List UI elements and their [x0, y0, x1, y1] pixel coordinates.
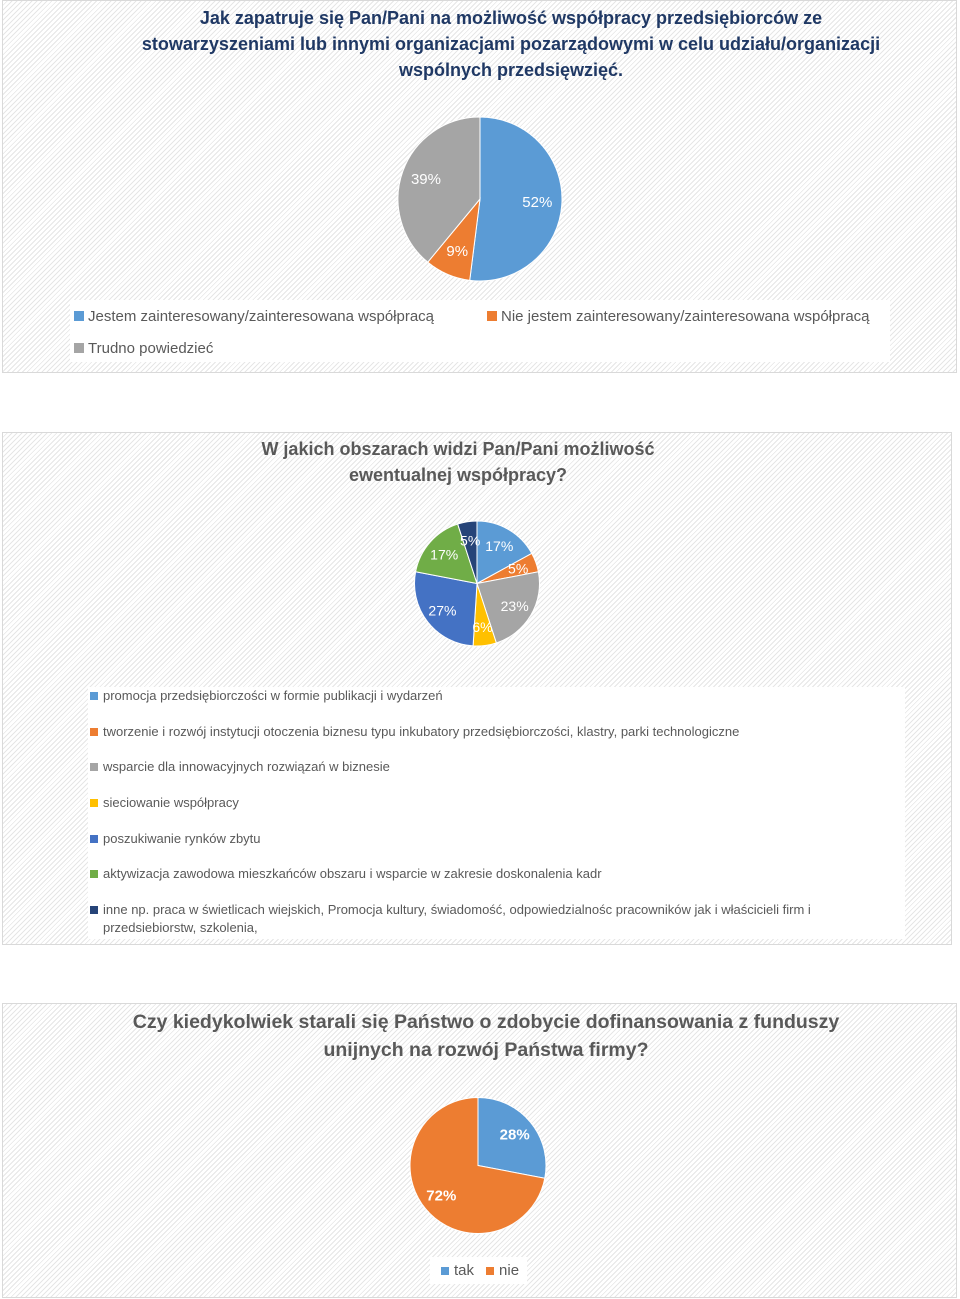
legend-item: sieciowanie współpracy	[90, 794, 897, 812]
pie-chart: 52% 9% 39%	[397, 116, 563, 282]
legend-item: wsparcie dla innowacyjnych rozwiązań w b…	[90, 758, 897, 776]
pie-slice-7	[457, 520, 478, 584]
data-label: 39%	[411, 171, 441, 188]
chart-panel-cooperation-areas: W jakich obszarach widzi Pan/Pani możliw…	[2, 432, 952, 945]
chart-legend: tak nie	[430, 1257, 527, 1284]
legend-item: aktywizacja zawodowa mieszkańców obszaru…	[90, 865, 897, 883]
chart-panel-cooperation-attitude: Jak zapatruje się Pan/Pani na możliwość …	[2, 0, 957, 373]
pie-slice-3	[397, 116, 481, 263]
pie-slice-2	[409, 1096, 546, 1234]
data-label: 17%	[485, 538, 513, 554]
legend-swatch	[90, 727, 98, 736]
legend-label: aktywizacja zawodowa mieszkańców obszaru…	[103, 866, 602, 882]
data-label: 52%	[522, 194, 552, 211]
pie-chart: 28% 72%	[409, 1096, 547, 1234]
legend-swatch	[74, 343, 84, 353]
legend-swatch	[90, 834, 98, 843]
data-label: 6%	[472, 619, 492, 635]
chart-title: Jak zapatruje się Pan/Pani na możliwość …	[141, 8, 881, 80]
legend-label: Nie jestem zainteresowany/zainteresowana…	[501, 307, 870, 325]
legend-swatch	[90, 870, 98, 879]
data-label: 5%	[460, 532, 480, 548]
data-label: 27%	[428, 602, 456, 618]
legend-swatch	[441, 1266, 449, 1275]
legend-label: Trudno powiedzieć	[88, 339, 214, 357]
chart-panel-eu-funding: Czy kiedykolwiek starali się Państwo o z…	[2, 1003, 957, 1298]
legend-swatch	[487, 311, 497, 321]
data-label: 72%	[426, 1187, 456, 1204]
legend-swatch	[90, 799, 98, 808]
chart-title: Czy kiedykolwiek starali się Państwo o z…	[132, 1011, 840, 1061]
legend-item: tak	[441, 1262, 474, 1279]
legend-label: tworzenie i rozwój instytucji otoczenia …	[103, 723, 740, 739]
data-label: 9%	[446, 243, 468, 260]
chart-legend: promocja przedsiębiorczości w formie pub…	[88, 687, 905, 939]
legend-swatch	[90, 906, 98, 915]
pie-slice-5	[414, 571, 478, 647]
data-label: 28%	[500, 1127, 530, 1144]
legend-label: Jestem zainteresowany/zainteresowana wsp…	[88, 307, 435, 325]
pie-slice-3	[476, 571, 540, 644]
chart-legend: Jestem zainteresowany/zainteresowana wsp…	[70, 300, 890, 362]
pie-chart: 17%5%23%6%27%17%5%	[414, 520, 540, 647]
legend-item: promocja przedsiębiorczości w formie pub…	[90, 687, 897, 705]
legend-swatch	[486, 1266, 495, 1275]
pie-slice-6	[415, 523, 478, 585]
legend-item: tworzenie i rozwój instytucji otoczenia …	[90, 723, 897, 741]
legend-item: Jestem zainteresowany/zainteresowana wsp…	[74, 300, 487, 332]
legend-label: inne np. praca w świetlicach wiejskich, …	[103, 902, 811, 936]
legend-item: inne np. praca w świetlicach wiejskich, …	[90, 901, 897, 937]
legend-label: promocja przedsiębiorczości w formie pub…	[103, 688, 443, 703]
legend-swatch	[74, 311, 84, 321]
data-label: 23%	[501, 598, 529, 614]
pie-slice-1	[477, 1096, 547, 1179]
legend-item: nie	[486, 1262, 519, 1279]
legend-label: sieciowanie współpracy	[103, 795, 239, 811]
legend-label: tak	[454, 1262, 475, 1279]
pie-slice-1	[469, 116, 563, 282]
legend-item: poszukiwanie rynków zbytu	[90, 830, 897, 848]
legend-label: poszukiwanie rynków zbytu	[103, 830, 261, 846]
legend-swatch	[90, 763, 98, 772]
pie-slice-1	[476, 520, 533, 585]
data-label: 5%	[508, 561, 528, 577]
legend-item: Nie jestem zainteresowany/zainteresowana…	[487, 300, 890, 332]
legend-item: Trudno powiedzieć	[74, 332, 487, 364]
data-label: 17%	[430, 547, 458, 563]
legend-swatch	[90, 692, 98, 700]
legend-label: nie	[499, 1262, 520, 1279]
chart-title: W jakich obszarach widzi Pan/Pani możliw…	[261, 439, 655, 485]
legend-label: wsparcie dla innowacyjnych rozwiązań w b…	[103, 759, 390, 775]
